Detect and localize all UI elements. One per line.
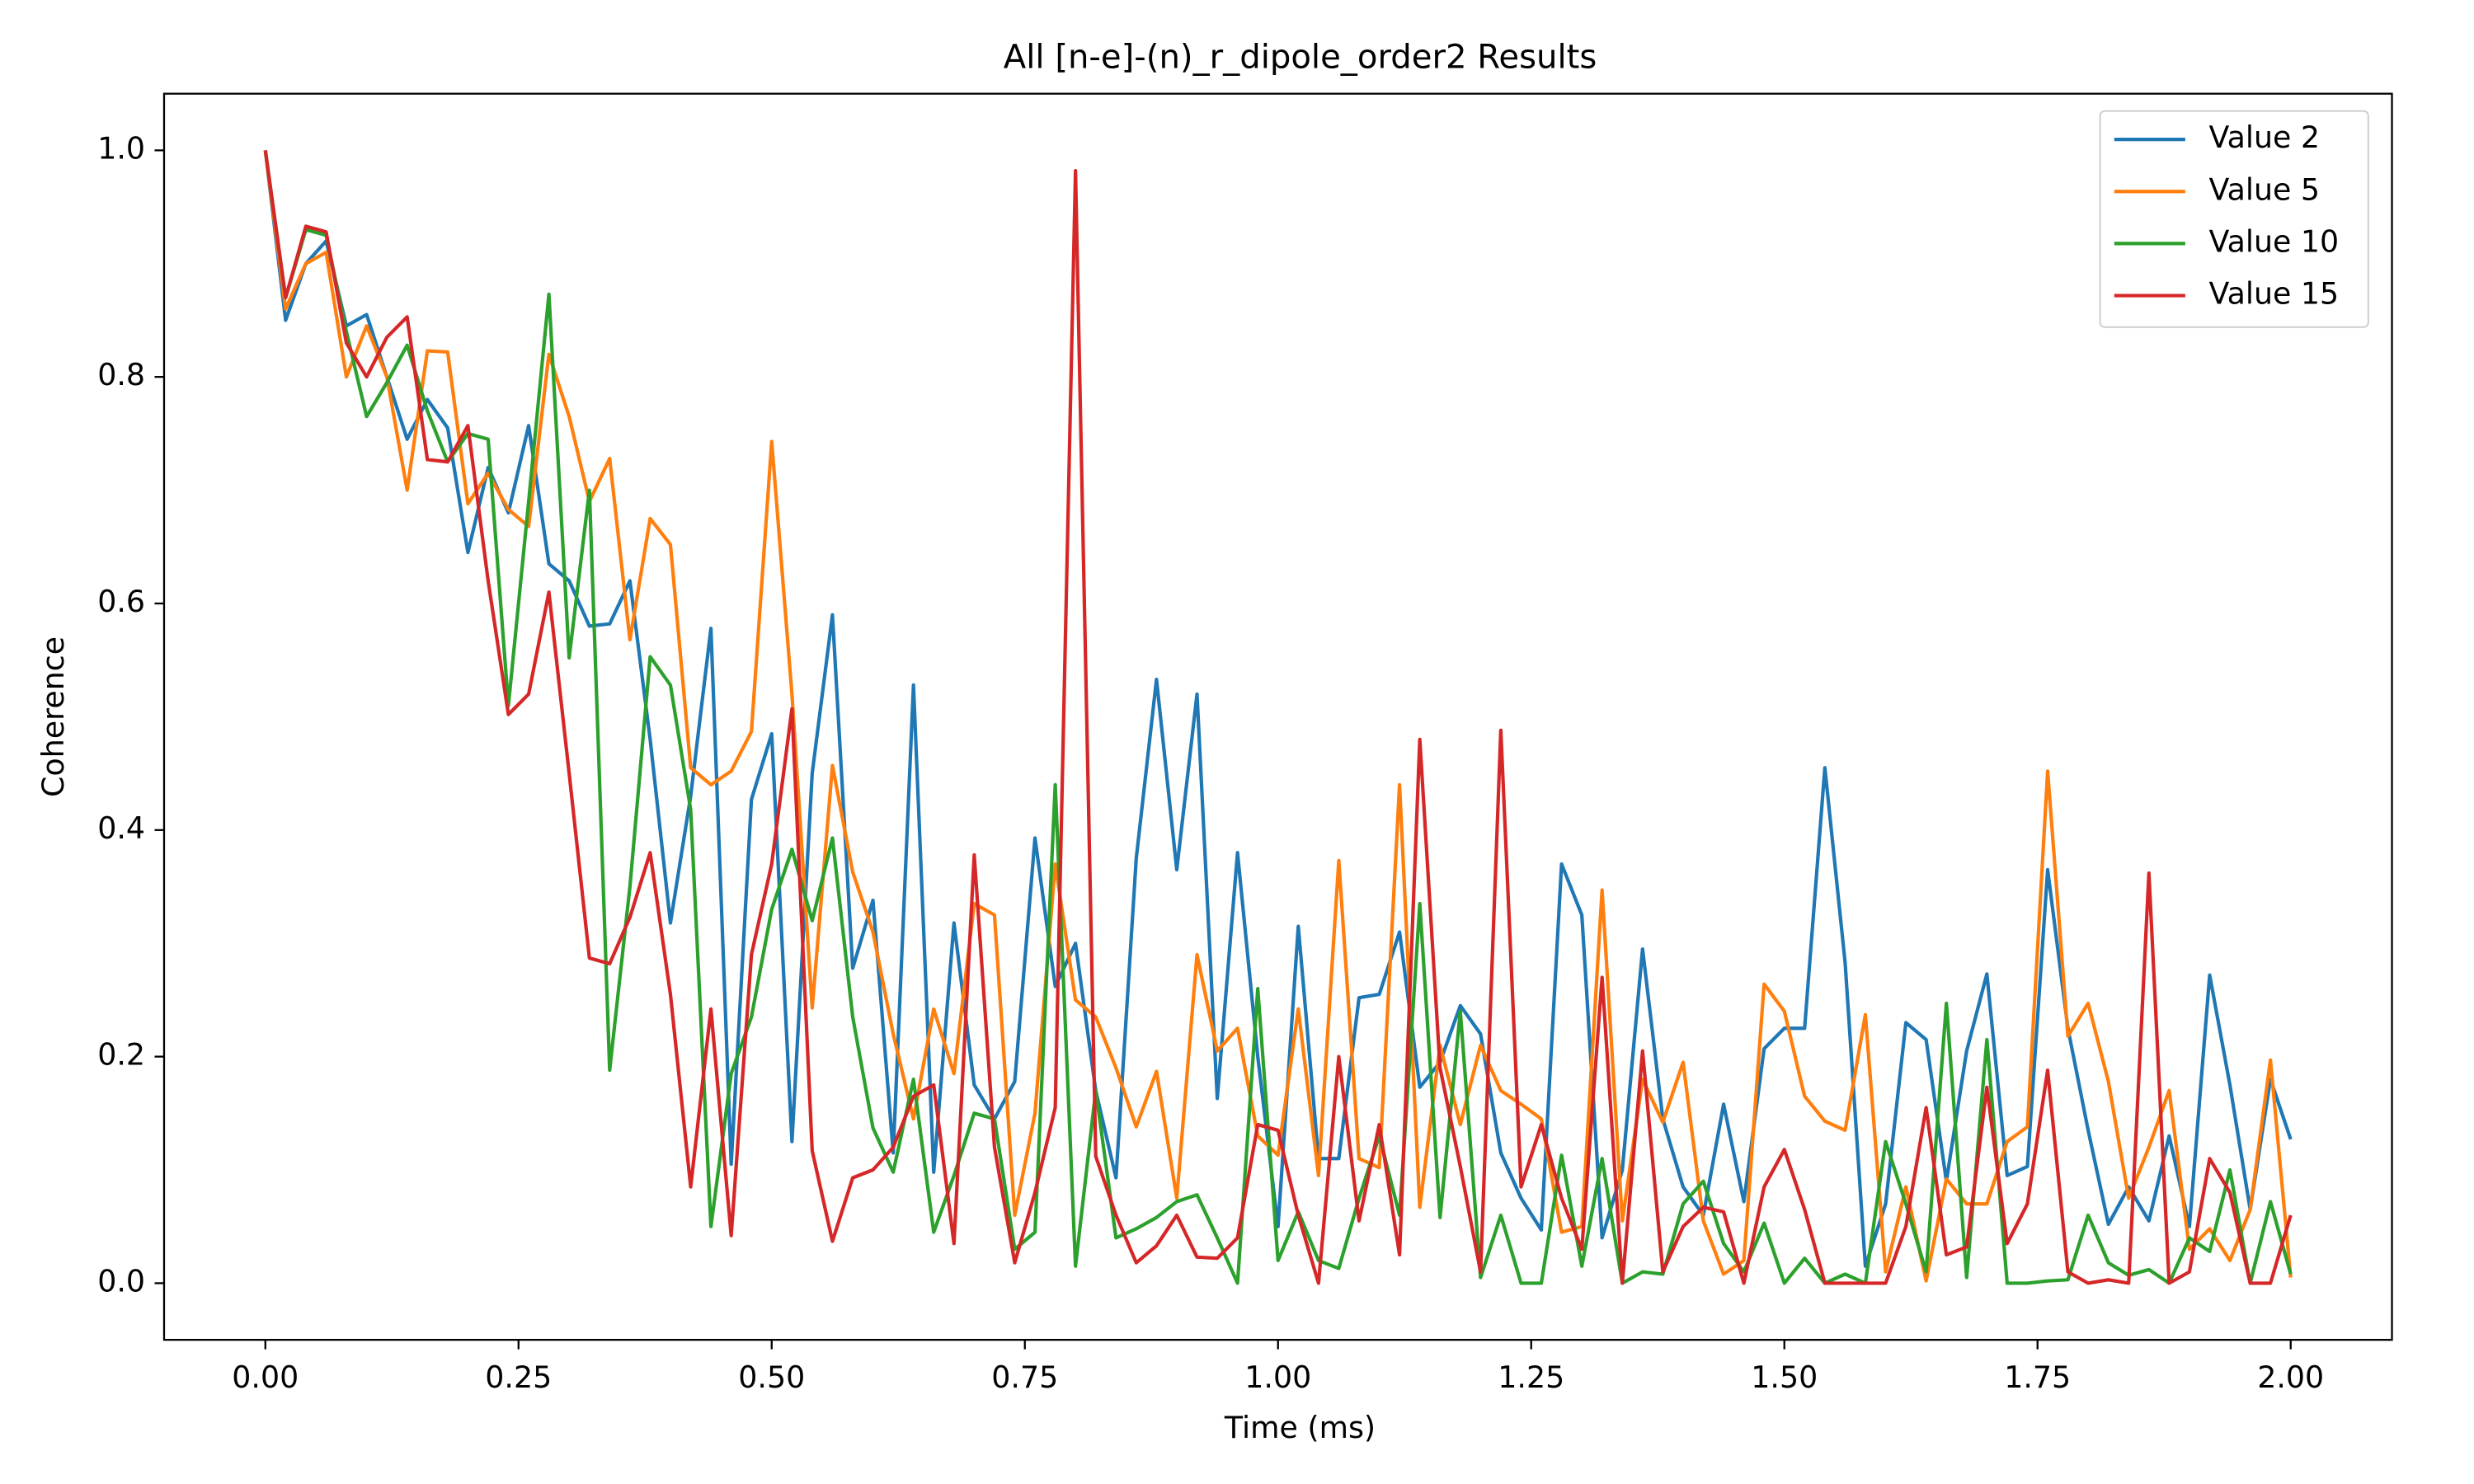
y-tick-label: 0.6 — [97, 584, 145, 619]
series-line — [263, 150, 2293, 1285]
x-axis-label: Time (ms) — [1224, 1410, 1376, 1445]
series-line — [263, 150, 2293, 1283]
x-tick-label: 1.50 — [1751, 1360, 1818, 1395]
x-tick-label: 1.00 — [1244, 1360, 1311, 1395]
x-tick-label: 1.75 — [2004, 1360, 2071, 1395]
y-tick-label: 1.0 — [97, 130, 145, 166]
chart-title: All [n-e]-(n)_r_dipole_order2 Results — [1004, 39, 1597, 77]
x-tick-label: 0.25 — [485, 1360, 552, 1395]
y-tick-label: 0.2 — [97, 1037, 145, 1073]
plot-frame — [162, 92, 2393, 1341]
x-tick-label: 1.25 — [1498, 1360, 1564, 1395]
y-axis-label: Coherence — [35, 636, 71, 797]
x-tick-label: 0.75 — [991, 1360, 1058, 1395]
y-tick-label: 0.0 — [97, 1263, 145, 1298]
y-tick-label: 0.4 — [97, 810, 145, 846]
x-tick-label: 0.00 — [232, 1360, 299, 1395]
legend-label: Value 2 — [2209, 120, 2320, 155]
legend-label: Value 10 — [2209, 223, 2340, 259]
y-tick-label: 0.8 — [97, 357, 145, 392]
legend-label: Value 15 — [2209, 276, 2340, 312]
series-line — [263, 150, 2293, 1268]
legend-label: Value 5 — [2209, 171, 2320, 207]
series-line — [263, 150, 2293, 1285]
x-tick-label: 2.00 — [2257, 1360, 2324, 1395]
legend-box — [2099, 110, 2369, 328]
x-tick-label: 0.50 — [738, 1360, 805, 1395]
